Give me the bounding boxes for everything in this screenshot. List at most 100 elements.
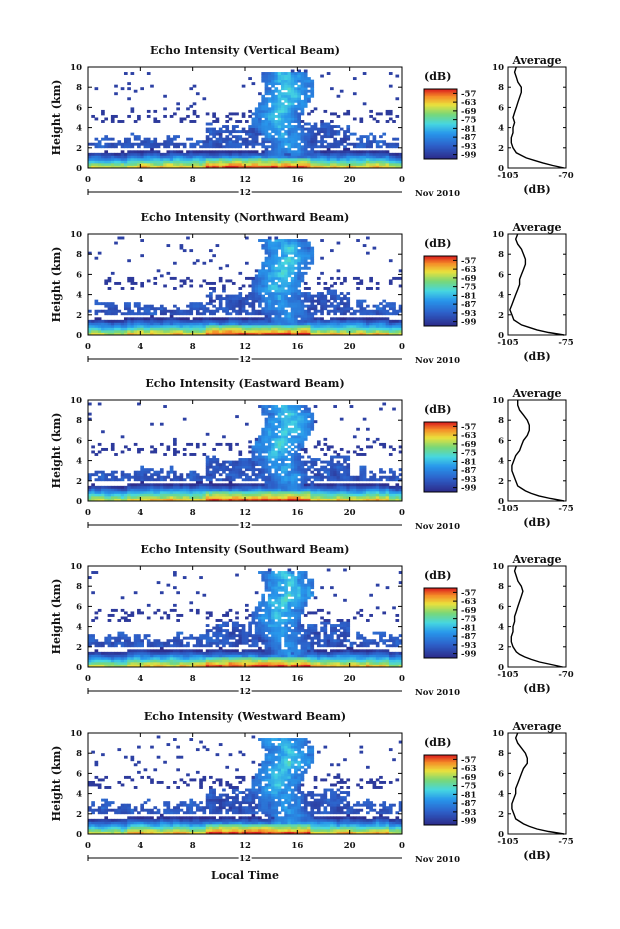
heatmap-cell	[261, 165, 266, 169]
heatmap-cell	[137, 165, 141, 169]
heatmap-cell	[388, 445, 393, 449]
heatmap-cell	[379, 112, 383, 116]
heatmap-cell	[264, 327, 269, 331]
heatmap-cell	[209, 309, 213, 313]
heatmap-cell	[222, 463, 226, 467]
heatmap-cell	[199, 485, 203, 489]
heatmap-cell	[264, 412, 269, 416]
heatmap-cell	[209, 152, 213, 156]
heatmap-cell	[215, 157, 220, 161]
heatmap-cell	[330, 445, 334, 449]
heatmap-cell	[222, 470, 226, 474]
heatmap-cell	[398, 493, 403, 497]
heatmap-cell	[379, 309, 383, 313]
heatmap-cell	[101, 137, 105, 141]
colorbar-segment	[424, 323, 457, 326]
heatmap-cell	[349, 317, 354, 321]
heatmap-cell	[310, 130, 315, 134]
heatmap-cell	[248, 284, 252, 288]
heatmap-cell	[294, 74, 298, 78]
heatmap-cell	[159, 319, 164, 323]
heatmap-cell	[159, 322, 164, 326]
heatmap-cell	[290, 79, 295, 83]
heatmap-cell	[209, 483, 213, 487]
heatmap-cell	[382, 299, 387, 303]
heatmap-cell	[110, 302, 115, 306]
heatmap-cell	[117, 309, 122, 313]
heatmap-cell	[274, 483, 279, 487]
heatmap-cell	[137, 302, 141, 306]
colorbar-tick-label: -99	[461, 318, 476, 328]
heatmap-cell	[271, 437, 275, 441]
heatmap-cell	[297, 269, 301, 273]
heatmap-cell	[307, 312, 311, 316]
heatmap-cell	[254, 317, 259, 321]
heatmap-cell	[189, 307, 194, 311]
heatmap-cell	[294, 276, 298, 280]
heatmap-cell	[280, 155, 285, 159]
heatmap-cell	[173, 276, 177, 280]
heatmap-cell	[310, 415, 315, 419]
heatmap-cell	[274, 249, 279, 253]
heatmap-cell	[205, 475, 210, 479]
heatmap-cell	[392, 307, 396, 311]
heatmap-cell	[277, 495, 282, 499]
heatmap-cell	[313, 327, 318, 331]
heatmap-cell	[127, 142, 131, 146]
heatmap-cell	[209, 145, 213, 149]
heatmap-cell	[127, 483, 131, 487]
heatmap-cell	[375, 160, 380, 164]
heatmap-cell	[254, 289, 259, 293]
heatmap-cell	[205, 317, 210, 321]
heatmap-cell	[261, 137, 266, 141]
heatmap-cell	[385, 332, 390, 336]
heatmap-cell	[205, 140, 210, 144]
heatmap-cell	[222, 483, 226, 487]
heatmap-cell	[140, 312, 144, 316]
heatmap-cell	[280, 442, 285, 446]
heatmap-cell	[173, 483, 177, 487]
heatmap-cell	[97, 485, 102, 489]
heatmap-cell	[195, 483, 200, 487]
heatmap-cell	[228, 329, 233, 333]
x-tick-label: 8	[190, 342, 196, 352]
heatmap-cell	[163, 319, 167, 323]
heatmap-cell	[192, 165, 197, 169]
heatmap-cell	[277, 332, 282, 336]
heatmap-cell	[284, 289, 288, 293]
heatmap-cell	[294, 324, 298, 328]
heatmap-cell	[287, 485, 292, 489]
heatmap-cell	[245, 485, 249, 489]
heatmap-cell	[307, 162, 311, 166]
heatmap-cell	[362, 478, 367, 482]
heatmap-cell	[274, 87, 279, 91]
heatmap-cell	[267, 145, 272, 149]
heatmap-cell	[173, 488, 177, 492]
heatmap-cell	[271, 157, 275, 161]
heatmap-cell	[261, 120, 266, 123]
heatmap-cell	[320, 468, 324, 472]
colorbar-segment	[424, 320, 457, 323]
heatmap-cell	[346, 329, 351, 333]
heatmap-cell	[241, 84, 246, 88]
heatmap-cell	[284, 97, 288, 101]
heatmap-cell	[140, 332, 144, 336]
heatmap-cell	[385, 478, 390, 482]
heatmap-cell	[310, 162, 315, 166]
heatmap-cell	[199, 155, 203, 159]
heatmap-cell	[290, 77, 295, 81]
heatmap-cell	[336, 317, 341, 321]
heatmap-cell	[258, 460, 262, 464]
heatmap-cell	[274, 465, 279, 469]
heatmap-cell	[261, 412, 266, 416]
heatmap-cell	[290, 107, 295, 111]
heatmap-cell	[267, 498, 272, 502]
heatmap-cell	[330, 249, 334, 253]
heatmap-cell	[297, 249, 301, 253]
heatmap-cell	[123, 137, 128, 141]
heatmap-cell	[287, 475, 292, 479]
heatmap-cell	[114, 162, 118, 166]
heatmap-cell	[251, 117, 256, 121]
heatmap-cell	[251, 490, 256, 494]
heatmap-cell	[297, 327, 301, 331]
